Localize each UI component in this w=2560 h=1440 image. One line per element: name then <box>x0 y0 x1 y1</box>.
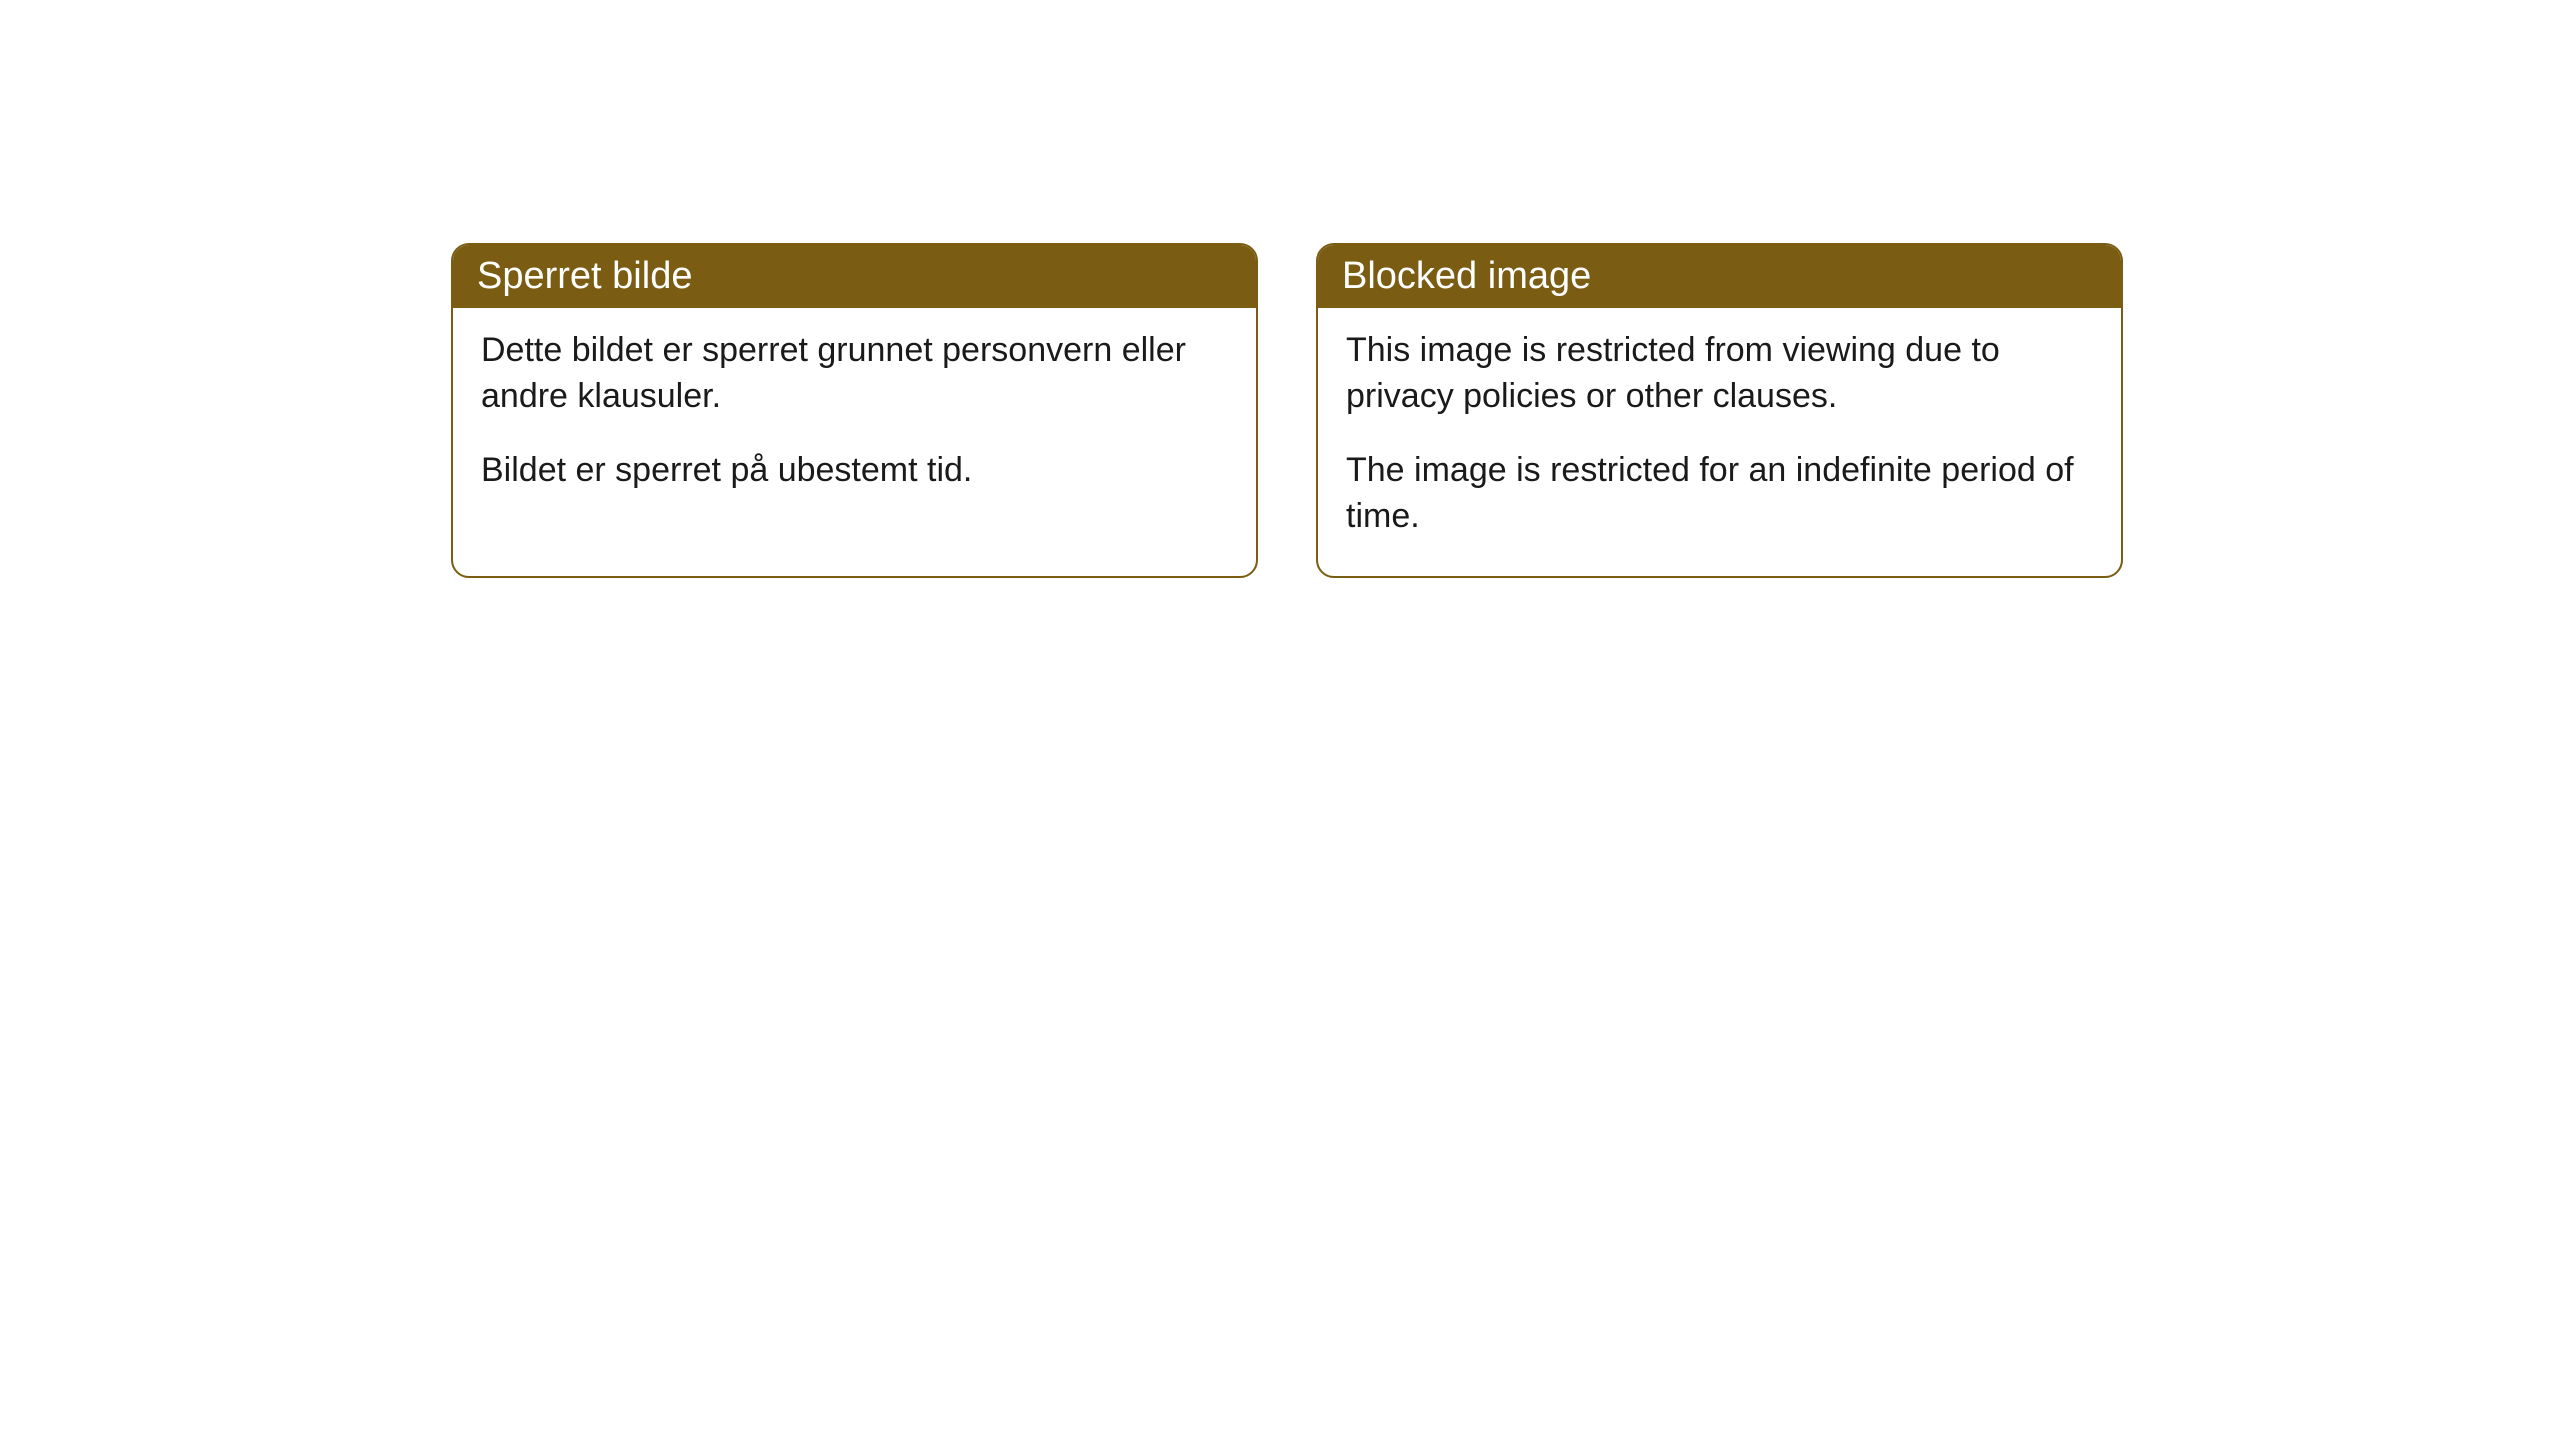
card-body-no: Dette bildet er sperret grunnet personve… <box>453 308 1256 530</box>
card-paragraph-en-1: This image is restricted from viewing du… <box>1346 328 2093 420</box>
card-title-en: Blocked image <box>1318 245 2121 308</box>
card-container: Sperret bilde Dette bildet er sperret gr… <box>451 243 2123 578</box>
card-paragraph-no-2: Bildet er sperret på ubestemt tid. <box>481 448 1228 494</box>
blocked-image-card-en: Blocked image This image is restricted f… <box>1316 243 2123 578</box>
card-paragraph-en-2: The image is restricted for an indefinit… <box>1346 448 2093 540</box>
blocked-image-card-no: Sperret bilde Dette bildet er sperret gr… <box>451 243 1258 578</box>
card-paragraph-no-1: Dette bildet er sperret grunnet personve… <box>481 328 1228 420</box>
card-title-no: Sperret bilde <box>453 245 1256 308</box>
card-body-en: This image is restricted from viewing du… <box>1318 308 2121 576</box>
